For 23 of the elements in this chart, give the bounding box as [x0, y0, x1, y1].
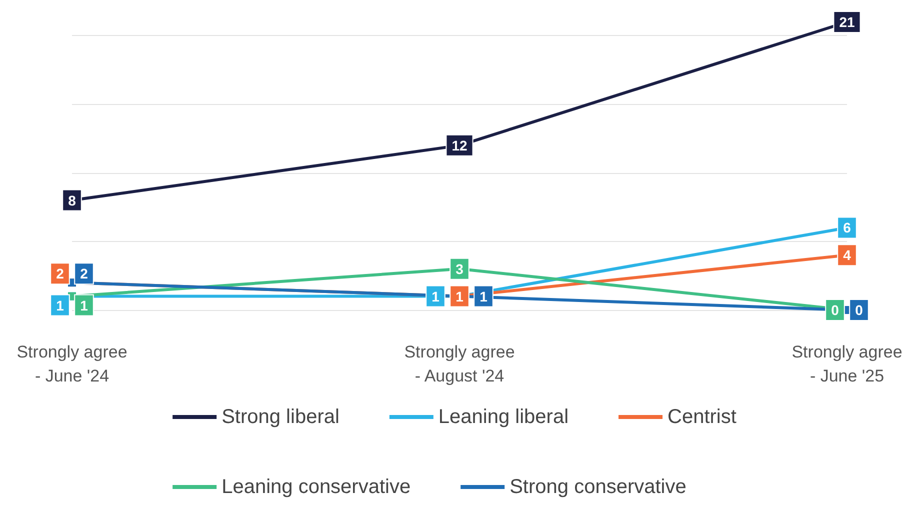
data-label: 1: [432, 288, 440, 304]
data-label: 6: [843, 220, 852, 236]
data-label: 3: [456, 260, 464, 277]
data-label: 0: [831, 302, 840, 318]
x-tick-label: Strongly agree - August '24: [404, 342, 515, 386]
legend-label: Strong liberal: [222, 406, 340, 428]
legend-label: Centrist: [668, 406, 737, 428]
data-label: 0: [855, 302, 864, 318]
legend-label: Leaning conservative: [222, 476, 411, 498]
data-label: 8: [68, 192, 76, 208]
data-label: 1: [456, 288, 464, 304]
data-label: 4: [843, 247, 852, 264]
data-label: 12: [452, 137, 468, 154]
x-tick-label: Strongly agree - June '24: [16, 342, 128, 386]
data-label: 1: [480, 288, 488, 304]
data-label: 2: [80, 266, 88, 282]
data-label: 2: [56, 266, 64, 282]
x-tick-label: Strongly agree - June '25: [792, 342, 902, 386]
data-label: 1: [80, 297, 88, 314]
data-label: 1: [56, 297, 64, 314]
data-label: 21: [839, 14, 855, 30]
legend-label: Strong conservative: [510, 476, 686, 498]
legend-label: Leaning liberal: [438, 406, 569, 428]
